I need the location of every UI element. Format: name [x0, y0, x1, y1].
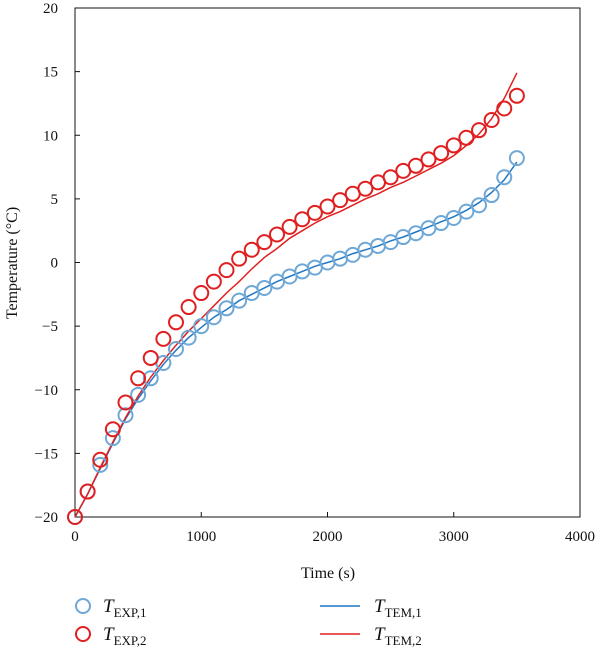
x-tick-label: 1000	[186, 529, 216, 545]
legend-label-tem-1: TTEM,1	[374, 596, 422, 620]
data-point-exp-1	[471, 197, 487, 214]
y-tick-label: 5	[51, 192, 59, 208]
data-point-exp-1	[130, 386, 147, 403]
legend-label-main: T	[103, 596, 115, 617]
legend-label-main: T	[374, 624, 386, 645]
data-point-exp-1	[104, 430, 121, 447]
y-tick-label: −15	[35, 446, 58, 462]
legend-label-exp-1: TEXP,1	[103, 596, 146, 620]
y-tick-label: 10	[43, 128, 58, 144]
data-point-exp-2	[67, 509, 83, 525]
data-point-exp-2	[281, 218, 298, 235]
x-tick-label: 0	[71, 529, 79, 545]
legend-label-sub: TEM,1	[385, 605, 422, 620]
data-point-exp-2	[471, 122, 487, 139]
data-point-exp-1	[193, 318, 210, 335]
data-point-exp-1	[218, 300, 235, 317]
y-axis-label: Temperature (°C)	[4, 207, 21, 319]
data-point-exp-1	[142, 370, 159, 387]
legend-label-exp-2: TEXP,2	[103, 624, 146, 648]
legend-label-sub: EXP,1	[114, 605, 147, 620]
data-point-exp-2	[142, 349, 159, 366]
data-point-exp-2	[205, 273, 222, 290]
data-point-exp-2	[130, 370, 147, 387]
data-point-exp-2	[319, 198, 336, 215]
data-point-exp-2	[382, 169, 399, 186]
data-point-exp-1	[168, 341, 184, 358]
data-point-exp-1	[256, 279, 273, 296]
data-point-exp-2	[458, 129, 475, 146]
data-point-exp-2	[433, 145, 450, 162]
data-point-exp-2	[445, 137, 462, 154]
legend-label-sub: TEM,2	[385, 633, 422, 648]
data-point-exp-2	[332, 192, 349, 209]
data-point-exp-1	[205, 309, 222, 326]
data-point-exp-2	[92, 451, 109, 468]
data-point-exp-2	[231, 250, 248, 267]
data-point-exp-1	[458, 203, 475, 220]
legend-label-sub: EXP,2	[114, 633, 147, 648]
data-point-exp-1	[508, 150, 525, 167]
y-tick-label: −5	[42, 319, 58, 335]
data-point-exp-2	[407, 157, 424, 174]
data-point-exp-2	[218, 262, 235, 279]
data-point-exp-1	[231, 292, 248, 309]
data-point-exp-2	[256, 234, 273, 251]
y-tick-label: −10	[35, 383, 58, 399]
data-point-exp-2	[243, 241, 260, 258]
data-point-exp-2	[168, 314, 184, 331]
data-point-exp-1	[92, 456, 109, 473]
legend-label-main: T	[103, 624, 115, 645]
data-point-exp-2	[357, 180, 374, 197]
data-point-exp-2	[508, 87, 525, 104]
data-point-exp-1	[117, 407, 134, 424]
data-point-exp-2	[193, 285, 210, 302]
x-tick-label: 4000	[565, 529, 595, 545]
data-point-exp-2	[104, 421, 121, 438]
data-point-exp-1	[483, 187, 500, 204]
data-point-exp-2	[306, 204, 323, 221]
data-point-exp-1	[180, 329, 197, 346]
legend-marker-exp-2	[75, 626, 91, 642]
x-tick-label: 2000	[313, 529, 343, 545]
legend-label-main: T	[374, 596, 386, 617]
legend-marker-exp-1	[75, 598, 91, 614]
y-tick-label: 0	[51, 256, 59, 272]
data-point-exp-1	[496, 169, 513, 186]
data-point-exp-2	[117, 394, 134, 411]
data-point-exp-1	[445, 209, 462, 226]
data-point-exp-2	[180, 299, 197, 316]
data-point-exp-2	[420, 151, 437, 168]
y-tick-label: 20	[43, 1, 58, 17]
data-point-exp-2	[155, 330, 172, 347]
data-point-exp-2	[79, 483, 96, 500]
data-point-exp-2	[294, 211, 311, 228]
series-markers	[67, 87, 525, 525]
x-axis-label: Time (s)	[301, 565, 355, 582]
data-point-exp-2	[483, 111, 500, 128]
data-point-exp-2	[496, 100, 513, 117]
data-point-exp-2	[269, 226, 285, 243]
series-line-tem-2	[74, 72, 518, 518]
y-tick-label: 15	[43, 65, 58, 81]
axis-ticks: 0 1000 2000 3000 4000 −20 −15 −10 −5 0 5 10 15 20	[35, 1, 595, 545]
legend-label-tem-2: TTEM,2	[374, 624, 422, 648]
y-tick-label: −20	[35, 510, 58, 526]
x-tick-label: 3000	[439, 529, 469, 545]
